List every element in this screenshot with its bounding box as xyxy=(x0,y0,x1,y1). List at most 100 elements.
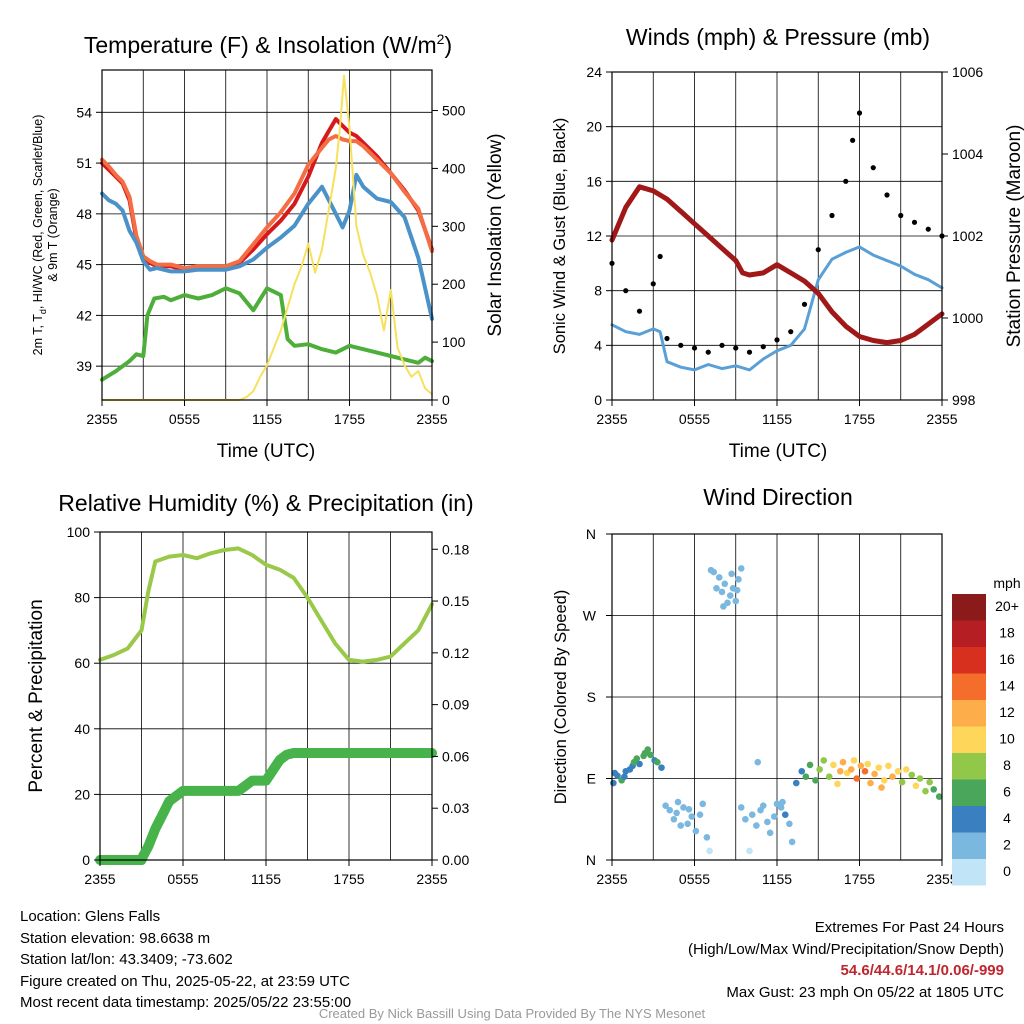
gust-point xyxy=(705,349,711,355)
gust-point xyxy=(856,110,863,116)
colorbar-label: 14 xyxy=(999,678,1015,694)
x-tick-label: 1155 xyxy=(762,411,792,427)
y-tick-label: N xyxy=(586,526,596,542)
x-tick-label: 1755 xyxy=(844,411,875,427)
colorbar-swatch xyxy=(952,806,986,833)
wind-direction-point xyxy=(670,815,678,823)
y-tick-label: 42 xyxy=(76,307,92,323)
wind-direction-point xyxy=(737,565,745,572)
wind-direction-point xyxy=(885,762,892,770)
wind-direction-point xyxy=(788,838,796,846)
y2-tick-label: 300 xyxy=(442,218,466,234)
x-tick-label: 2355 xyxy=(86,411,117,427)
winds-panel: Winds (mph) & Pressure (mb) 2355 0555 1155… xyxy=(551,24,1024,462)
wind-direction-point xyxy=(802,773,810,780)
direction-panel: Wind Direction 2355 0555 1155 1755 2355NESWN… xyxy=(552,484,1021,887)
wind-direction-point xyxy=(732,597,740,605)
y2-tick-label: 1000 xyxy=(952,310,983,326)
gust-point xyxy=(870,165,876,171)
gust-point xyxy=(719,342,725,348)
temperature-left-label-line2: & 9m T (Orange) xyxy=(46,188,60,281)
y-tick-label: 4 xyxy=(594,337,602,353)
gust-point xyxy=(788,329,794,335)
wind-direction-point xyxy=(666,806,674,814)
gust-point xyxy=(623,288,629,294)
station-elevation: Station elevation: 98.6638 m xyxy=(20,929,211,947)
y-tick-label: 80 xyxy=(74,590,90,606)
colorbar: 20+ 18 16 14 12 10 8 6 4 2 0 xyxy=(952,594,1019,886)
colorbar-swatch xyxy=(952,647,986,674)
wind-direction-point xyxy=(926,778,933,786)
x-tick-label: 1155 xyxy=(251,871,281,887)
wind-direction-point xyxy=(912,782,920,790)
x-tick-label: 2355 xyxy=(84,871,115,887)
wind-direction-point xyxy=(706,847,713,855)
y2-tick-label: 1002 xyxy=(952,228,983,244)
y-tick-label: 16 xyxy=(586,173,602,189)
gust-point xyxy=(898,212,904,219)
y-tick-label: 20 xyxy=(74,786,90,802)
wind-direction-point xyxy=(880,777,888,784)
wind-direction-point xyxy=(610,779,617,787)
wind-direction-point xyxy=(764,818,771,826)
station-latlon: Station lat/lon: 43.3409; -73.602 xyxy=(20,951,233,968)
wind-direction-point xyxy=(902,766,910,773)
y2-tick-label: 1004 xyxy=(952,146,983,162)
y2-tick-label: 200 xyxy=(442,276,466,292)
gust-point xyxy=(664,335,670,342)
gust-point xyxy=(884,192,890,198)
wind-direction-point xyxy=(685,805,693,813)
y2-tick-label: 400 xyxy=(442,160,466,176)
wind-direction-point xyxy=(812,777,819,784)
extremes-values: 54.6/44.6/14.1/0.06/-999 xyxy=(840,962,1004,979)
y2-tick-label: 0.18 xyxy=(442,541,469,557)
y-tick-label: N xyxy=(586,852,596,868)
figure-created: Figure created on Thu, 2025-05-22, at 23… xyxy=(20,972,350,990)
temperature-right-label: Solar Insolation (Yellow) xyxy=(485,133,506,336)
wind-direction-point xyxy=(830,761,837,769)
colorbar-swatch xyxy=(952,726,986,753)
x-tick-label: 2355 xyxy=(416,411,447,427)
y2-tick-label: 100 xyxy=(442,334,466,350)
wind-direction-point xyxy=(696,811,704,819)
wind-direction-point xyxy=(647,751,654,759)
winds-ticks: 2355 0555 1155 1755 2355 0 4 8 12 16 20 24 998 1000 10… xyxy=(586,64,983,427)
wind-direction-point xyxy=(847,766,855,773)
wind-direction-point xyxy=(857,762,865,770)
y-tick-label: 0 xyxy=(82,852,90,868)
temperature-x-label: Time (UTC) xyxy=(217,441,316,462)
humidity-left-label: Percent & Precipitation xyxy=(26,599,47,792)
gust-point xyxy=(850,137,856,143)
winds-left-label: Sonic Wind & Gust (Blue, Black) xyxy=(551,118,569,355)
y-tick-label: 40 xyxy=(74,721,90,737)
gust-point xyxy=(691,345,698,351)
y-tick-label: 0 xyxy=(594,392,602,408)
x-tick-label: 0555 xyxy=(169,411,200,427)
wind-direction-point xyxy=(735,575,742,583)
colorbar-swatch xyxy=(952,779,986,806)
temperature-panel: Temperature (F) & Insolation (W/m2) 2355… xyxy=(31,31,506,462)
wind-direction-point xyxy=(654,758,661,766)
humidity-title: Relative Humidity (%) & Precipitation (i… xyxy=(58,490,473,516)
wind-direction-point xyxy=(692,827,700,835)
gust-point xyxy=(774,337,780,343)
wind-direction-point xyxy=(798,767,806,775)
wind-direction-point xyxy=(703,834,711,841)
x-tick-label: 1155 xyxy=(762,871,792,887)
wind-direction-point xyxy=(611,769,619,777)
y2-tick-label: 0.00 xyxy=(442,852,469,868)
wind-direction-point xyxy=(889,773,896,780)
gust-point xyxy=(650,281,656,287)
wind-direction-point xyxy=(922,787,929,795)
gust-point xyxy=(829,212,835,219)
wind-direction-point xyxy=(839,758,847,766)
x-tick-label: 2355 xyxy=(926,871,957,887)
y-tick-label: 51 xyxy=(76,155,92,171)
y-tick-label: 48 xyxy=(76,206,92,222)
x-tick-label: 2355 xyxy=(926,411,957,427)
wind-direction-point xyxy=(737,804,745,811)
y-tick-label: 12 xyxy=(586,228,602,244)
wind-direction-point xyxy=(836,767,844,775)
wind-direction-point xyxy=(713,585,720,592)
